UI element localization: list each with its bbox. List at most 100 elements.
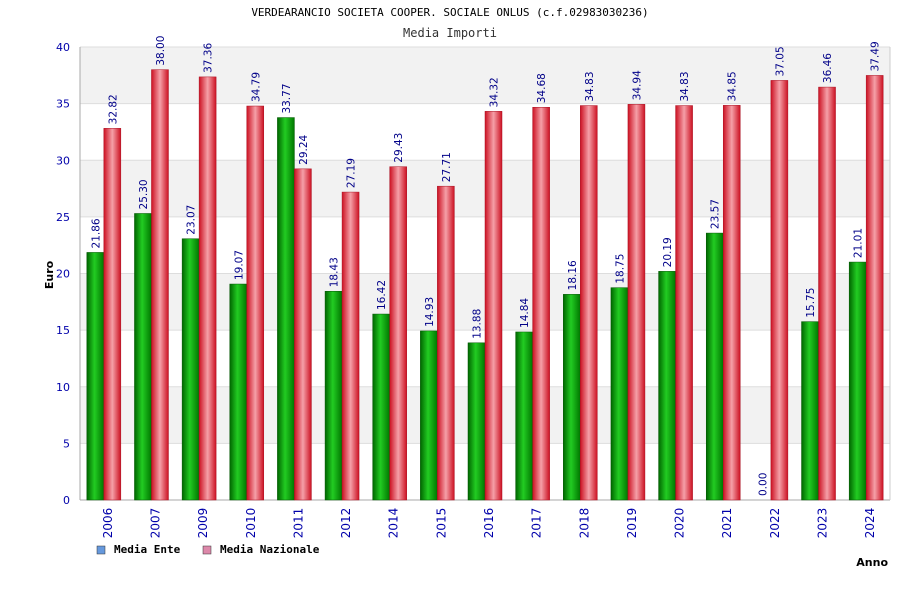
bar-media-nazionale — [103, 128, 122, 501]
data-label-media-nazionale: 37.49 — [870, 41, 882, 71]
bar-media-nazionale — [484, 111, 503, 501]
bar-media-ente — [563, 294, 581, 501]
bar-media-ente — [324, 291, 343, 501]
y-tick-label: 5 — [63, 437, 70, 450]
x-tick-label: 2014 — [387, 508, 401, 539]
y-axis-label: Euro — [43, 260, 56, 289]
data-label-media-nazionale: 29.24 — [298, 134, 310, 164]
data-label-media-ente: 23.57 — [710, 199, 722, 229]
x-tick-label: 2010 — [244, 508, 258, 539]
legend-label-media-ente: Media Ente — [114, 543, 181, 556]
y-tick-label: 10 — [56, 381, 70, 394]
x-tick-label: 2017 — [530, 508, 544, 539]
data-label-media-ente: 18.43 — [329, 257, 341, 287]
x-tick-label: 2021 — [720, 508, 734, 539]
x-tick-label: 2019 — [625, 508, 639, 539]
bar-media-nazionale — [246, 105, 265, 501]
data-label-media-ente: 15.75 — [805, 288, 817, 318]
data-label-media-ente: 23.07 — [186, 205, 198, 235]
bar-media-nazionale — [341, 191, 360, 501]
x-tick-label: 2009 — [196, 508, 210, 539]
bar-media-nazionale — [389, 166, 407, 501]
data-label-media-ente: 18.16 — [567, 260, 579, 290]
bar-media-nazionale — [865, 75, 884, 501]
legend-swatch-media-nazionale — [202, 545, 212, 555]
y-tick-label: 40 — [56, 41, 70, 54]
legend: Media Ente Media Nazionale — [96, 543, 320, 556]
bar-media-ente — [705, 232, 724, 501]
data-label-media-ente: 21.01 — [853, 228, 865, 258]
data-label-media-ente: 16.42 — [376, 280, 388, 310]
data-label-media-ente: 14.84 — [519, 298, 531, 328]
bar-media-ente — [420, 330, 438, 501]
data-label-media-ente: 33.77 — [281, 83, 293, 113]
data-label-media-nazionale: 34.94 — [631, 70, 643, 100]
y-tick-label: 0 — [63, 494, 70, 507]
x-tick-label: 2011 — [291, 508, 305, 539]
bars: 21.86 32.82 25.30 38.00 23.07 37.36 19.07 34.79… — [86, 36, 884, 501]
data-label-media-ente: 25.30 — [138, 179, 150, 209]
bar-media-ente — [86, 252, 105, 501]
y-tick-label: 15 — [56, 324, 70, 337]
data-label-media-nazionale: 34.32 — [489, 77, 501, 107]
x-tick-label: 2006 — [101, 508, 115, 539]
data-label-media-nazionale: 38.00 — [155, 36, 167, 66]
data-label-media-nazionale: 37.36 — [203, 43, 215, 73]
data-label-media-nazionale: 37.05 — [774, 46, 786, 76]
data-label-media-nazionale: 34.83 — [584, 71, 596, 101]
bar-media-nazionale — [722, 105, 741, 501]
bar-media-ente — [277, 117, 295, 501]
x-tick-label: 2022 — [768, 508, 782, 539]
y-tick-label: 35 — [56, 98, 70, 111]
data-label-media-ente: 19.07 — [233, 250, 245, 280]
data-label-media-nazionale: 34.83 — [679, 71, 691, 101]
x-axis: 2006 2007 2009 2010 2011 2012 2014 2015 2016 2017… — [101, 508, 877, 539]
data-label-media-nazionale: 34.68 — [536, 73, 548, 103]
bar-media-ente — [801, 321, 819, 501]
data-label-media-nazionale: 32.82 — [107, 94, 119, 124]
bar-media-ente — [610, 287, 629, 501]
data-label-media-nazionale: 27.71 — [441, 152, 453, 182]
x-tick-label: 2020 — [673, 508, 687, 539]
x-tick-label: 2018 — [577, 508, 591, 539]
y-tick-label: 20 — [56, 268, 70, 281]
bar-media-nazionale — [818, 86, 836, 501]
bar-media-ente — [229, 283, 248, 501]
bar-media-nazionale — [770, 80, 789, 501]
x-tick-label: 2015 — [434, 508, 448, 539]
data-label-media-nazionale: 27.19 — [346, 158, 358, 188]
bar-media-nazionale — [437, 185, 455, 501]
x-tick-label: 2016 — [482, 508, 496, 539]
data-label-media-ente: 14.93 — [424, 297, 436, 327]
chart-title: VERDEARANCIO SOCIETA COOPER. SOCIALE ONL… — [251, 6, 648, 19]
bar-media-nazionale — [627, 104, 646, 501]
x-tick-label: 2012 — [339, 508, 353, 539]
bar-media-nazionale — [532, 106, 550, 501]
legend-swatch-media-ente — [96, 545, 106, 555]
data-label-media-nazionale: 36.46 — [822, 53, 834, 83]
y-tick-label: 30 — [56, 154, 70, 167]
chart-subtitle: Media Importi — [403, 26, 497, 40]
data-label-media-ente: 0.00 — [757, 473, 769, 496]
data-label-media-nazionale: 34.79 — [250, 72, 262, 102]
bar-media-ente — [181, 238, 200, 501]
bar-media-ente — [372, 313, 390, 501]
bar-media-nazionale — [151, 69, 169, 501]
data-label-media-ente: 13.88 — [472, 309, 484, 339]
x-axis-label: Anno — [856, 556, 888, 569]
data-label-media-ente: 21.86 — [90, 218, 102, 248]
bar-media-ente — [467, 342, 486, 501]
data-label-media-ente: 18.75 — [614, 254, 626, 284]
bar-media-nazionale — [294, 168, 312, 501]
bar-media-nazionale — [675, 105, 693, 501]
x-tick-label: 2024 — [863, 508, 877, 539]
bar-media-ente — [658, 271, 676, 501]
data-label-media-ente: 20.19 — [662, 237, 674, 267]
bar-media-nazionale — [580, 105, 598, 501]
bar-media-ente — [134, 213, 152, 501]
x-tick-label: 2023 — [816, 508, 830, 539]
bar-media-nazionale — [198, 76, 217, 501]
data-label-media-nazionale: 34.85 — [727, 71, 739, 101]
legend-label-media-nazionale: Media Nazionale — [220, 543, 320, 556]
